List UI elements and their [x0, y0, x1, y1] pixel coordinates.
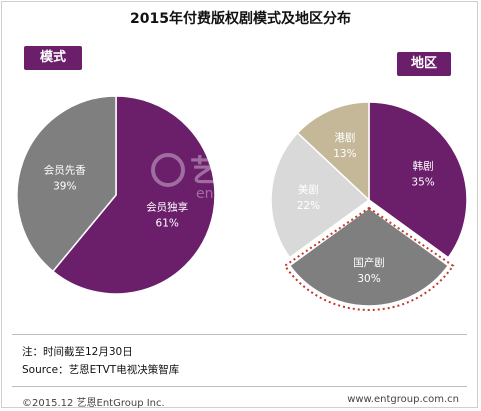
- watermark-sub: entgroup: [196, 186, 260, 202]
- watermark-brand: 艺恩: [190, 154, 250, 189]
- watermark-logo-icon: [151, 153, 185, 187]
- footer-divider: [12, 386, 467, 387]
- footer-copyright: ©2015.12 艺恩EntGroup Inc.: [22, 398, 165, 409]
- slice-value-label: 22%: [297, 200, 320, 212]
- footer-url: www.entgroup.com.cn: [347, 394, 459, 405]
- watermark: 艺恩 entgroup: [151, 153, 260, 202]
- pie-slice-mode-0: [51, 95, 216, 295]
- slice-value-label: 61%: [156, 217, 179, 229]
- pie-chart-mode: 会员独享 61% 会员先香 39%: [16, 95, 216, 295]
- pie-chart-region: 韩剧 35% 国产剧 30% 美剧 22% 港剧 13%: [270, 101, 468, 311]
- slice-value-label: 13%: [333, 148, 356, 160]
- slice-label: 韩剧: [413, 159, 434, 172]
- slice-label: 国产剧: [353, 256, 385, 269]
- slice-label: 港剧: [334, 132, 355, 144]
- pie-slice-region-2: [270, 131, 371, 259]
- pie-slice-region-3: [296, 101, 370, 202]
- notes-divider: [12, 334, 467, 335]
- note-date: 注：时间截至12月30日: [22, 346, 133, 358]
- chart-title: 2015年付费版权剧模式及地区分布: [130, 11, 351, 27]
- region-tag: 地区: [397, 52, 451, 76]
- slice-value-label: 30%: [357, 273, 380, 285]
- slice-value-label: 39%: [53, 181, 76, 193]
- slice-label: 会员先香: [44, 164, 86, 177]
- highlight-outline: [283, 206, 455, 311]
- slice-value-label: 35%: [411, 176, 434, 188]
- pie-slice-mode-1: [16, 95, 117, 273]
- slice-label: 美剧: [298, 183, 319, 196]
- pie-slice-region-0: [368, 101, 468, 259]
- pie-slice-region-1: [288, 207, 450, 307]
- note-source: Source：艺恩ETVT电视决策智库: [22, 364, 180, 376]
- slice-label: 会员独享: [146, 200, 188, 213]
- mode-tag: 模式: [24, 46, 82, 70]
